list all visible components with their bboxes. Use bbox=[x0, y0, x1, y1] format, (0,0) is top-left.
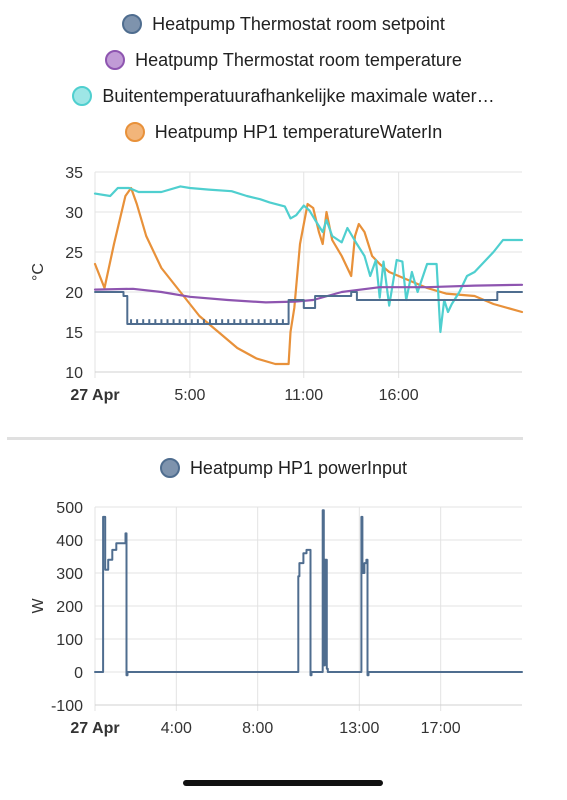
temperature-chart[interactable]: 10 15 20 25 30 35 27 Apr 5:00 11:00 16:00 °C bbox=[0, 160, 567, 430]
x-tick-label: 11:00 bbox=[284, 387, 323, 404]
chart-divider bbox=[7, 437, 523, 440]
y-tick-label: 0 bbox=[74, 665, 83, 682]
y-tick-label: 100 bbox=[56, 632, 83, 649]
legend-swatch-max-water bbox=[72, 86, 93, 106]
x-tick-label: 17:00 bbox=[421, 720, 461, 737]
legend-swatch-water-in bbox=[124, 122, 145, 142]
home-indicator[interactable] bbox=[183, 780, 383, 786]
y-tick-label: 25 bbox=[65, 245, 83, 262]
x-tick-label: 16:00 bbox=[379, 387, 419, 404]
legend-label-room-temperature: Heatpump Thermostat room temperature bbox=[135, 49, 462, 70]
y-tick-label: 500 bbox=[56, 500, 83, 517]
power-chart[interactable]: -100 0 100 200 300 400 500 27 Apr 4:00 8:00 13:00 1… bbox=[0, 492, 567, 762]
y-axis-label: W bbox=[30, 598, 47, 614]
series-line-4 bbox=[93, 186, 524, 366]
legend-swatch-room-temperature bbox=[105, 50, 126, 70]
series-line-2 bbox=[93, 283, 524, 304]
y-tick-label: 300 bbox=[56, 566, 83, 583]
y-tick-label: 15 bbox=[65, 325, 83, 342]
legend-item-setpoint[interactable]: Heatpump Thermostat room setpoint bbox=[0, 6, 567, 42]
legend-label-water-in: Heatpump HP1 temperatureWaterIn bbox=[154, 121, 443, 142]
legend-item-room-temperature[interactable]: Heatpump Thermostat room temperature bbox=[0, 42, 567, 78]
y-tick-label: 35 bbox=[65, 165, 83, 182]
y-tick-label: 30 bbox=[65, 205, 83, 222]
y-axis-label: °C bbox=[30, 263, 47, 281]
y-tick-label: 20 bbox=[65, 285, 83, 302]
series-line-1 bbox=[94, 509, 523, 677]
series-line-3 bbox=[93, 185, 524, 334]
x-tick-label: 27 Apr bbox=[70, 387, 119, 404]
y-tick-label: 400 bbox=[56, 533, 83, 550]
legend-label-power-input: Heatpump HP1 powerInput bbox=[189, 457, 408, 478]
legend-item-power-input[interactable]: Heatpump HP1 powerInput bbox=[0, 450, 567, 486]
legend-item-max-water[interactable]: Buitentemperatuurafhankelijke maximale w… bbox=[0, 78, 567, 114]
top-chart-legend: Heatpump Thermostat room setpoint Heatpu… bbox=[0, 6, 567, 150]
y-tick-label: 10 bbox=[65, 365, 83, 382]
bottom-chart-legend: Heatpump HP1 powerInput bbox=[0, 450, 567, 486]
legend-swatch-power-input bbox=[159, 458, 180, 478]
x-tick-label: 8:00 bbox=[242, 720, 273, 737]
series-line-1 bbox=[94, 291, 523, 325]
x-tick-label: 4:00 bbox=[161, 720, 192, 737]
legend-label-setpoint: Heatpump Thermostat room setpoint bbox=[152, 13, 445, 34]
legend-item-water-in[interactable]: Heatpump HP1 temperatureWaterIn bbox=[0, 114, 567, 150]
x-tick-label: 13:00 bbox=[339, 720, 379, 737]
x-tick-label: 5:00 bbox=[174, 387, 205, 404]
y-tick-label: 200 bbox=[56, 599, 83, 616]
x-tick-label: 27 Apr bbox=[70, 720, 119, 737]
legend-label-max-water: Buitentemperatuurafhankelijke maximale w… bbox=[102, 85, 495, 106]
y-tick-label: -100 bbox=[51, 698, 83, 715]
legend-swatch-setpoint bbox=[122, 14, 143, 34]
